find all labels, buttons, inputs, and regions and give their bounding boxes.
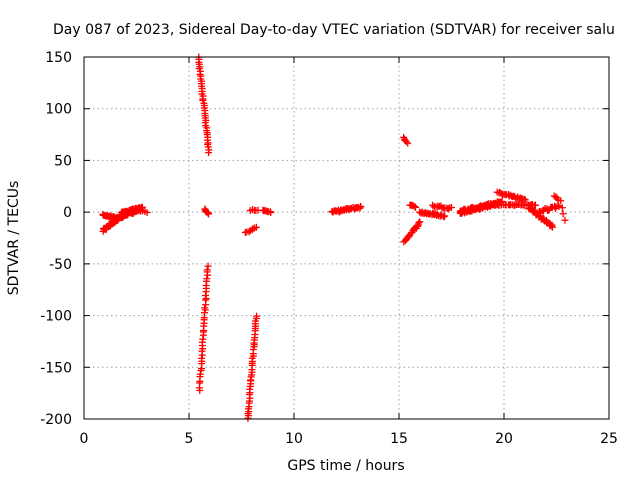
data-point <box>252 223 260 231</box>
x-tick-labels: 0 5 10 15 20 25 <box>80 431 618 447</box>
x-tick-label: 5 <box>185 431 194 447</box>
data-point <box>415 219 423 227</box>
data-point <box>441 212 449 220</box>
y-tick-label: 50 <box>54 153 72 169</box>
data-point <box>558 204 566 212</box>
data-points <box>99 53 569 422</box>
data-point <box>547 222 555 230</box>
data-point <box>204 262 212 270</box>
data-point <box>402 138 410 146</box>
data-point <box>412 203 420 211</box>
x-tick-label: 20 <box>495 431 513 447</box>
y-tick-labels: -200 -150 -100 -50 0 50 100 150 <box>40 50 72 428</box>
data-point <box>520 195 528 203</box>
data-point <box>561 216 569 224</box>
y-tick-label: -200 <box>40 412 72 428</box>
data-point <box>267 209 275 217</box>
y-tick-label: 100 <box>45 102 72 118</box>
x-tick-label: 10 <box>285 431 303 447</box>
data-point <box>447 204 455 212</box>
x-axis-label: GPS time / hours <box>287 458 404 474</box>
y-tick-label: -100 <box>40 309 72 325</box>
data-point <box>548 223 556 231</box>
data-point <box>244 414 252 422</box>
y-tick-label: 150 <box>45 50 72 66</box>
grid <box>84 57 609 419</box>
chart-title: Day 087 of 2023, Sidereal Day-to-day VTE… <box>53 22 615 38</box>
x-tick-label: 25 <box>600 431 618 447</box>
data-point <box>357 203 365 211</box>
data-point <box>196 386 204 394</box>
data-point <box>204 271 212 279</box>
data-point <box>404 139 412 147</box>
data-point <box>555 203 563 211</box>
data-point <box>196 70 204 78</box>
data-point <box>204 210 212 218</box>
data-point <box>205 149 213 157</box>
y-tick-label: -150 <box>40 360 72 376</box>
data-point <box>444 205 452 213</box>
data-point <box>416 218 424 226</box>
y-tick-label: -50 <box>49 257 72 273</box>
data-point <box>198 351 206 359</box>
data-point <box>531 201 539 209</box>
y-tick-label: 0 <box>63 205 72 221</box>
data-point <box>143 209 151 217</box>
x-tick-label: 0 <box>80 431 89 447</box>
data-point <box>511 201 519 209</box>
data-point <box>414 222 422 230</box>
data-point <box>559 210 567 218</box>
plot-area-frame <box>83 56 610 420</box>
y-axis-label: SDTVAR / TECUs <box>6 181 22 296</box>
data-point <box>557 197 565 205</box>
data-point <box>249 225 257 233</box>
axis-ticks <box>83 56 610 420</box>
data-point <box>135 206 143 214</box>
x-tick-label: 15 <box>390 431 408 447</box>
